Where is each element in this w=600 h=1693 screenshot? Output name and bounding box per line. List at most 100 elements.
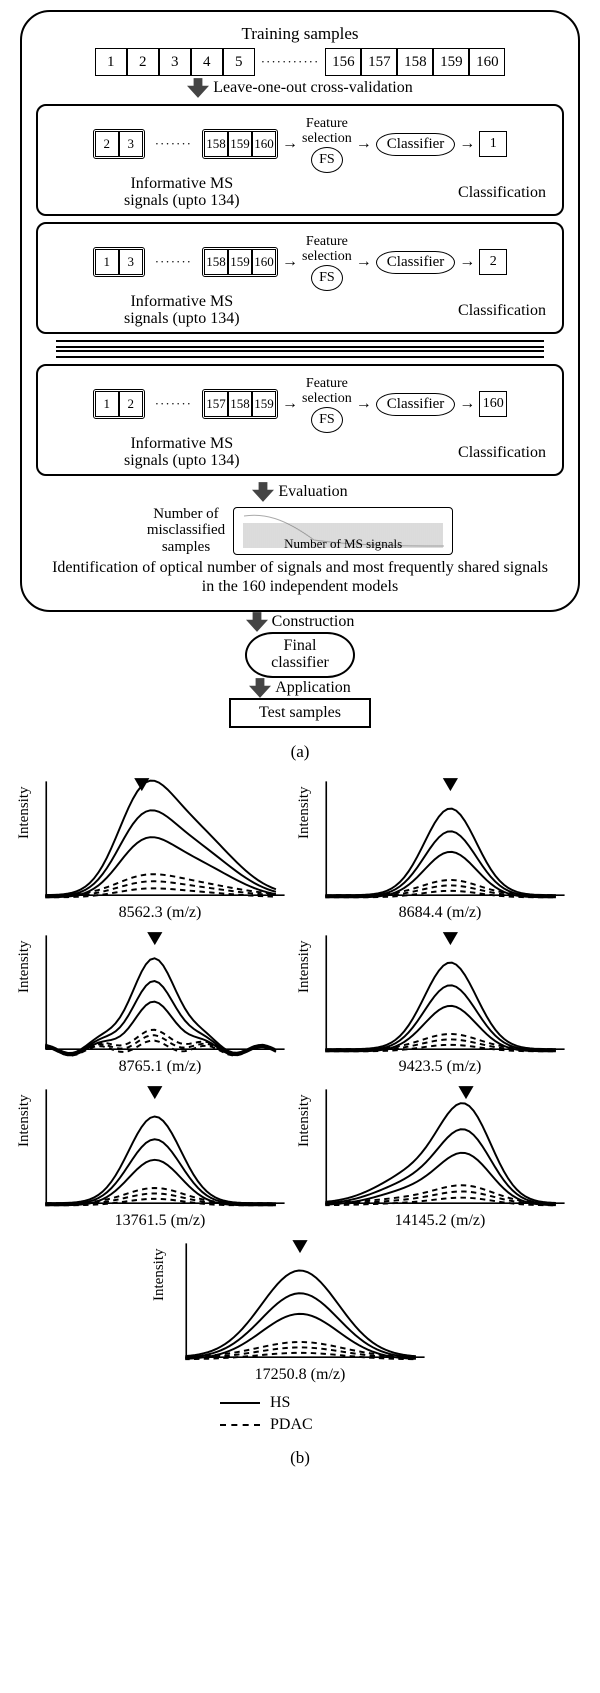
arrow-down-icon: [187, 78, 209, 98]
sample-cell: 159: [433, 48, 469, 76]
mz-label: 14145.2 (m/z): [310, 1212, 570, 1230]
spectrum-chart: [165, 1238, 435, 1368]
peak-panel: Intensity 8562.3 (m/z): [30, 776, 290, 922]
classifier-oval: Classifier: [376, 133, 456, 156]
holdout-cell: 1: [479, 131, 507, 157]
y-axis-label: Intensity: [16, 786, 33, 839]
sample-cell: 5: [223, 48, 255, 76]
training-subset: 13: [93, 247, 145, 277]
evaluation-chart: Number of MS signals: [233, 507, 453, 555]
y-axis-label: Intensity: [151, 1248, 168, 1301]
part-b-label: (b): [20, 1448, 580, 1468]
sample-cell: 160: [469, 48, 505, 76]
sample-cell: 4: [191, 48, 223, 76]
part-b-peaks: Intensity 8562.3 (m/z) Intensity 8684.4 …: [20, 776, 580, 1468]
construction-arrow: Construction: [20, 612, 580, 632]
application-label: Application: [275, 679, 351, 697]
arrow-right-icon: →: [282, 395, 298, 413]
arrow-right-icon: →: [356, 253, 372, 271]
dots: ·······: [155, 136, 192, 152]
mz-label: 8562.3 (m/z): [30, 904, 290, 922]
evaluation-box: Number ofmisclassifiedsamples Number of …: [36, 506, 564, 556]
training-subset: 158159160: [202, 129, 278, 159]
fold-box: 23 ······· 158159160 → Featureselection …: [36, 104, 564, 216]
y-axis-label: Intensity: [296, 1094, 313, 1147]
sample-cell: 158: [397, 48, 433, 76]
training-title: Training samples: [36, 24, 564, 44]
sample-cell: 158: [204, 249, 228, 275]
sample-cell: 3: [119, 131, 143, 157]
holdout-cell: 160: [479, 391, 507, 417]
fold-box: 13 ······· 158159160 → Featureselection …: [36, 222, 564, 334]
informative-label: Informative MSsignals (upto 134): [124, 293, 240, 328]
dots: ·······: [155, 254, 192, 270]
y-axis-label: Intensity: [296, 786, 313, 839]
peak-panel: Intensity 17250.8 (m/z): [165, 1238, 435, 1384]
sample-cell: 2: [95, 131, 119, 157]
sample-cell: 2: [127, 48, 159, 76]
arrow-right-icon: →: [282, 253, 298, 271]
mz-label: 9423.5 (m/z): [310, 1058, 570, 1076]
feature-selection-label: Featureselection: [302, 116, 352, 147]
classification-label: Classification: [458, 175, 546, 210]
loocv-label: Leave-one-out cross-validation: [213, 79, 412, 97]
eval-arrow: Evaluation: [36, 482, 564, 502]
sample-cell: 157: [361, 48, 397, 76]
application-arrow: Application: [20, 678, 580, 698]
training-subset: 158159160: [202, 247, 278, 277]
evaluation-label: Evaluation: [278, 483, 347, 501]
peak-panel: Intensity 8765.1 (m/z): [30, 930, 290, 1076]
arrow-down-icon: [252, 482, 274, 502]
arrow-right-icon: →: [356, 395, 372, 413]
top-sample-row: 12345 ··········· 156157158159160: [36, 48, 564, 76]
arrow-down-icon: [246, 612, 268, 632]
sample-cell: 2: [119, 391, 143, 417]
y-axis-label: Intensity: [296, 940, 313, 993]
legend-pdac: PDAC: [220, 1416, 313, 1434]
feature-selection-label: Featureselection: [302, 376, 352, 407]
part-a-label: (a): [20, 742, 580, 762]
sample-cell: 160: [252, 249, 276, 275]
classifier-oval: Classifier: [376, 251, 456, 274]
mz-label: 17250.8 (m/z): [165, 1366, 435, 1384]
y-axis-label: Intensity: [16, 1094, 33, 1147]
main-rounded-box: Training samples 12345 ··········· 15615…: [20, 10, 580, 612]
sample-cell: 3: [119, 249, 143, 275]
eval-ylabel: Number ofmisclassifiedsamples: [147, 506, 225, 556]
spectrum-chart: [30, 930, 290, 1060]
fs-node: FS: [311, 407, 343, 433]
informative-label: Informative MSsignals (upto 134): [124, 435, 240, 470]
sample-cell: 159: [228, 131, 252, 157]
sample-cell: 1: [95, 249, 119, 275]
spectrum-chart: [310, 1084, 570, 1214]
classification-label: Classification: [458, 293, 546, 328]
ellipsis-stack: [56, 340, 544, 358]
peak-panel: Intensity 9423.5 (m/z): [310, 930, 570, 1076]
spectrum-chart: [30, 776, 290, 906]
training-subset: 12: [93, 389, 145, 419]
peak-panel: Intensity 13761.5 (m/z): [30, 1084, 290, 1230]
construction-label: Construction: [272, 613, 355, 631]
arrow-right-icon: →: [459, 253, 475, 271]
legend-hs: HS: [220, 1394, 290, 1412]
legend: HS PDAC: [20, 1394, 580, 1434]
y-axis-label: Intensity: [16, 940, 33, 993]
dashed-line-icon: [220, 1424, 260, 1426]
dots: ···········: [261, 54, 320, 70]
sample-cell: 156: [325, 48, 361, 76]
solid-line-icon: [220, 1402, 260, 1404]
sample-cell: 157: [204, 391, 228, 417]
dots: ·······: [155, 396, 192, 412]
classification-label: Classification: [458, 435, 546, 470]
loocv-arrow-row: Leave-one-out cross-validation: [36, 78, 564, 98]
fold-box: 12 ······· 157158159 → Featureselection …: [36, 364, 564, 476]
sample-cell: 159: [252, 391, 276, 417]
eval-xlabel: Number of MS signals: [284, 536, 402, 552]
bottom-summary: Identification of optical number of sign…: [44, 559, 556, 596]
arrow-right-icon: →: [459, 395, 475, 413]
sample-cell: 1: [95, 48, 127, 76]
test-samples-box: Test samples: [229, 698, 371, 728]
classifier-oval: Classifier: [376, 393, 456, 416]
spectrum-chart: [310, 930, 570, 1060]
training-subset: 23: [93, 129, 145, 159]
